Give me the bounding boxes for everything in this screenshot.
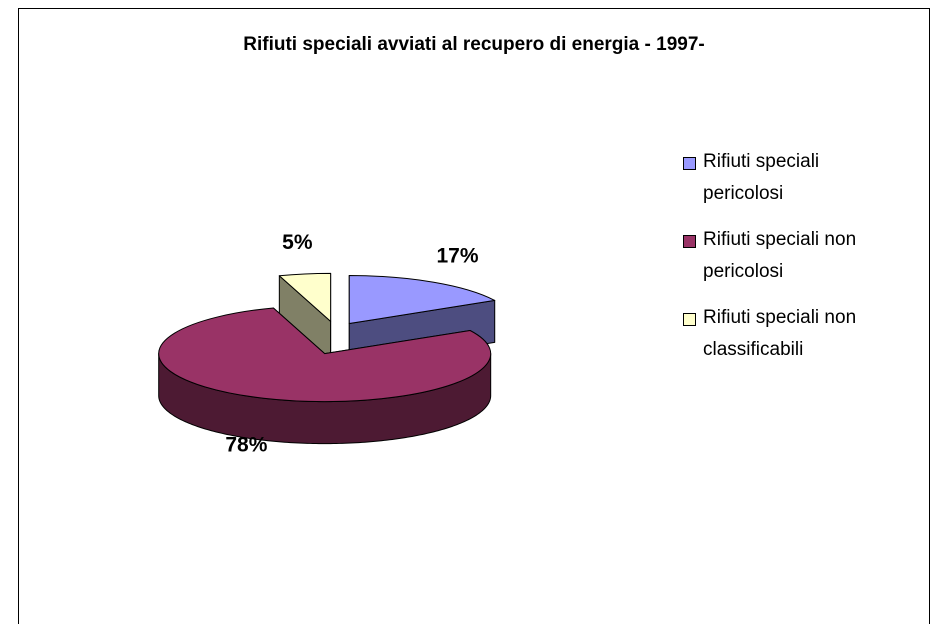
legend-swatch <box>683 157 696 170</box>
legend-label: Rifiuti speciali non classificabili <box>703 307 857 360</box>
chart-title: Rifiuti speciali avviati al recupero di … <box>243 34 705 55</box>
legend-item: Rifiuti speciali non pericolosi <box>683 224 898 288</box>
chart-frame <box>18 8 930 624</box>
slice-top <box>158 307 492 403</box>
slice-top <box>348 275 496 325</box>
legend-swatch <box>683 313 696 326</box>
legend-item: Rifiuti speciali non classificabili <box>683 302 898 366</box>
data-label: 78% <box>225 434 267 457</box>
legend-label: Rifiuti speciali pericolosi <box>703 151 820 204</box>
slice-top <box>278 272 332 322</box>
legend-label: Rifiuti speciali non pericolosi <box>703 229 857 282</box>
legend-swatch <box>683 235 696 248</box>
legend-item: Rifiuti speciali pericolosi <box>683 146 898 210</box>
data-label: 5% <box>282 231 313 254</box>
data-label: 17% <box>437 245 479 268</box>
